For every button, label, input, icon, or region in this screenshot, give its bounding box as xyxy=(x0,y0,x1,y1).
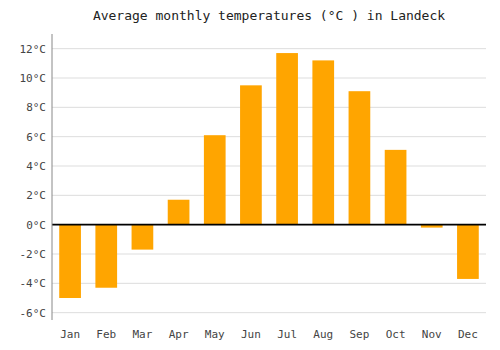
x-tick-label: Jun xyxy=(241,328,261,341)
grid-line xyxy=(52,166,486,167)
y-tick-label: 4°C xyxy=(26,160,46,173)
grid-line xyxy=(52,195,486,196)
x-tick-label: Jan xyxy=(60,328,80,341)
grid-line xyxy=(52,78,486,79)
zero-line xyxy=(52,224,486,226)
bar xyxy=(457,225,479,279)
grid-line xyxy=(52,136,486,137)
chart-svg: Average monthly temperatures (°C ) in La… xyxy=(0,0,500,350)
y-axis-line xyxy=(52,34,53,320)
y-tick-label: 10°C xyxy=(20,72,47,85)
x-tick-label: Nov xyxy=(422,328,442,341)
x-tick-label: May xyxy=(205,328,225,341)
title: Average monthly temperatures (°C ) in La… xyxy=(93,8,445,23)
y-tick-label: -4°C xyxy=(20,277,47,290)
chart-container: Average monthly temperatures (°C ) in La… xyxy=(0,0,500,350)
y-grid xyxy=(52,49,486,313)
y-tick-label: 8°C xyxy=(26,101,46,114)
y-tick-label: 2°C xyxy=(26,189,46,202)
bar xyxy=(168,200,190,225)
y-tick-label: -2°C xyxy=(20,248,47,261)
x-tick-label: Aug xyxy=(313,328,333,341)
grid-line xyxy=(52,48,486,49)
y-tick-label: -6°C xyxy=(20,307,47,320)
bar xyxy=(385,150,407,225)
bar xyxy=(349,91,371,224)
bar xyxy=(132,225,154,250)
grid-line xyxy=(52,107,486,108)
y-tick-label: 6°C xyxy=(26,131,46,144)
grid-line xyxy=(52,312,486,313)
bar xyxy=(312,60,334,224)
bar xyxy=(276,53,298,225)
bar xyxy=(59,225,81,298)
x-tick-label: Mar xyxy=(132,328,152,341)
bar xyxy=(204,135,226,224)
x-tick-label: Oct xyxy=(386,328,406,341)
x-tick-label: Feb xyxy=(96,328,116,341)
x-tick-label: Apr xyxy=(169,328,189,341)
x-tick-label: Jul xyxy=(277,328,297,341)
y-tick-label: 0°C xyxy=(26,219,46,232)
bar xyxy=(95,225,117,288)
bars xyxy=(59,53,479,298)
x-tick-label: Sep xyxy=(349,328,369,341)
y-tick-label: 12°C xyxy=(20,43,47,56)
x-tick-label: Dec xyxy=(458,328,478,341)
grid-line xyxy=(52,224,486,225)
bar xyxy=(240,85,262,224)
